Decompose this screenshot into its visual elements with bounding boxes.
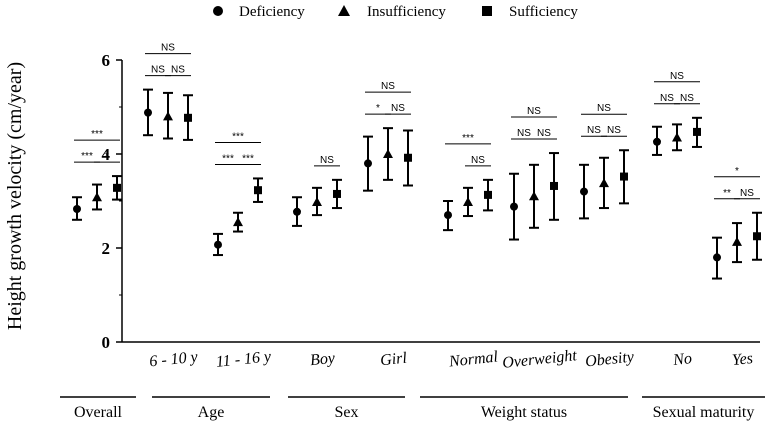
significance-label: NS <box>660 93 674 104</box>
legend-square-icon <box>482 6 492 16</box>
group-label: Sexual maturity <box>653 404 755 421</box>
significance-label: *** <box>232 131 244 142</box>
data-point-deficiency <box>73 204 81 213</box>
significance-label: *** <box>462 133 474 144</box>
data-point-insufficiency <box>463 196 473 206</box>
x-category-label: Boy <box>309 350 336 370</box>
data-point-insufficiency <box>92 192 102 202</box>
group-label: Weight status <box>481 404 567 421</box>
y-axis-label: Height growth velocity (cm/year) <box>4 62 26 330</box>
significance-label: NS <box>680 93 694 104</box>
data-point-deficiency <box>214 240 222 249</box>
data-point-deficiency <box>364 159 372 168</box>
data-point-sufficiency <box>693 127 701 136</box>
significance-label: NS <box>527 106 541 117</box>
significance-label: *** <box>222 153 234 164</box>
data-point-sufficiency <box>620 172 628 181</box>
y-tick-label: 6 <box>102 51 111 70</box>
significance-label: NS <box>740 188 754 199</box>
data-point-insufficiency <box>672 132 682 142</box>
significance-label: NS <box>161 43 175 54</box>
significance-label: *** <box>91 129 103 140</box>
group-label: Age <box>198 404 225 421</box>
significance-label: NS <box>537 128 551 139</box>
significance-label: *** <box>242 153 254 164</box>
significance-label: * <box>735 166 739 177</box>
legend-circle-icon <box>213 6 223 16</box>
chart-marks <box>72 88 762 280</box>
significance-label: NS <box>171 65 185 76</box>
group-label: Overall <box>74 404 123 421</box>
y-tick-label: 2 <box>102 239 111 258</box>
significance-label: NS <box>517 128 531 139</box>
x-category-label: Obesity <box>584 348 635 370</box>
legend-triangle-icon <box>338 5 350 16</box>
data-point-insufficiency <box>529 191 539 201</box>
x-category-label: No <box>671 350 692 369</box>
x-category-label: 11 - 16 y <box>215 348 273 371</box>
significance-label: NS <box>471 155 485 166</box>
significance-label: ** <box>723 188 731 199</box>
significance-label: NS <box>151 65 165 76</box>
data-point-deficiency <box>713 253 721 262</box>
data-point-deficiency <box>653 137 661 146</box>
data-point-sufficiency <box>333 189 341 198</box>
x-axis: 6 - 10 y 11 - 16 y Boy Girl Normal Overweight… <box>60 347 765 421</box>
legend-label: Sufficiency <box>509 4 578 20</box>
group-label: Sex <box>335 404 359 421</box>
data-point-sufficiency <box>753 232 761 241</box>
data-point-sufficiency <box>550 181 558 190</box>
x-category-label: Normal <box>447 348 499 370</box>
data-point-deficiency <box>444 211 452 220</box>
data-point-sufficiency <box>113 183 121 192</box>
significance-label: * <box>376 103 380 114</box>
legend-label: Deficiency <box>239 4 305 20</box>
x-category-label: 6 - 10 y <box>149 348 200 370</box>
significance-label: NS <box>607 125 621 136</box>
significance-label: NS <box>587 125 601 136</box>
significance-label: NS <box>320 155 334 166</box>
data-point-sufficiency <box>404 153 412 162</box>
x-category-label: Girl <box>379 350 408 370</box>
data-point-insufficiency <box>383 149 393 158</box>
data-point-deficiency <box>144 108 152 117</box>
y-axis: 0 2 4 6 Height growth velocity (cm/year) <box>4 51 760 352</box>
data-point-sufficiency <box>254 186 262 195</box>
x-category-label: Overweight <box>502 347 579 372</box>
significance-label: NS <box>670 71 684 82</box>
significance-label: NS <box>597 103 611 114</box>
data-point-deficiency <box>293 207 301 216</box>
y-tick-label: 4 <box>102 145 111 164</box>
data-point-deficiency <box>580 187 588 196</box>
data-point-insufficiency <box>599 178 609 188</box>
data-point-sufficiency <box>484 190 492 199</box>
legend: Deficiency Insufficiency Sufficiency <box>213 4 578 20</box>
significance-label: *** <box>81 151 93 162</box>
significance-label: * <box>105 151 109 162</box>
data-point-insufficiency <box>312 196 322 206</box>
significance-label: NS <box>391 103 405 114</box>
data-point-sufficiency <box>184 113 192 122</box>
y-tick-label: 0 <box>102 333 111 352</box>
significance-label: NS <box>381 81 395 92</box>
data-point-insufficiency <box>233 217 243 227</box>
legend-label: Insufficiency <box>367 4 446 20</box>
data-point-insufficiency <box>732 236 742 246</box>
x-category-label: Yes <box>731 350 753 369</box>
data-point-deficiency <box>510 202 518 211</box>
data-point-insufficiency <box>163 111 173 121</box>
